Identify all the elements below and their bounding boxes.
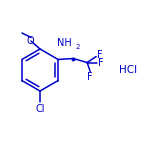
Text: F: F (97, 50, 103, 60)
Text: 2: 2 (76, 44, 80, 50)
Text: NH: NH (57, 38, 72, 48)
Text: F: F (87, 73, 93, 83)
Text: O: O (27, 36, 34, 45)
Text: HCl: HCl (119, 65, 137, 75)
Text: F: F (98, 57, 104, 67)
Text: Cl: Cl (35, 104, 45, 114)
